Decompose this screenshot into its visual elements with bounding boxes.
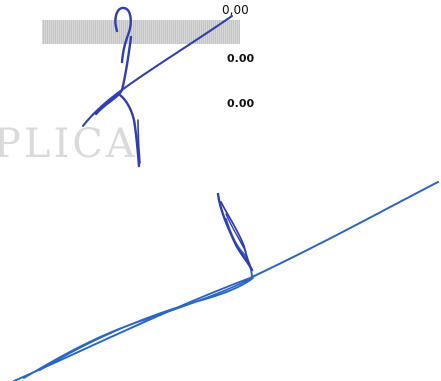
amount-value-2: 0.00 — [227, 52, 255, 65]
watermark-text: PLICA — [0, 121, 138, 167]
signature-bottom-strokes — [13, 181, 439, 381]
amount-value-1: 0,00 — [222, 3, 249, 17]
amount-value-3: 0.00 — [227, 97, 255, 110]
signature-top-strokes — [82, 6, 233, 168]
